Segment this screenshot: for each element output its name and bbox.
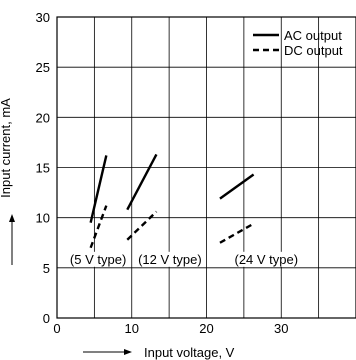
legend-label-ac-output: AC output (284, 28, 342, 43)
series-line-ac-2 (126, 153, 158, 211)
plot-frame (56, 16, 356, 319)
annotation-label: (5 V type) (70, 252, 126, 267)
x-tick-label-0: 0 (53, 321, 60, 336)
y-tick-label-30: 30 (36, 10, 50, 25)
tick-layer: 0 5 10 15 20 25 30 0 10 20 30 (36, 10, 289, 336)
x-tick-label-20: 20 (199, 321, 213, 336)
y-tick-label-0: 0 (43, 311, 50, 326)
series-line-ac-1 (89, 155, 108, 223)
series-line-ac-3 (219, 173, 255, 200)
series-line-dc-2 (126, 210, 158, 241)
y-tick-label-20: 20 (36, 110, 50, 125)
y-tick-label-15: 15 (36, 161, 50, 176)
y-axis-arrow-head (9, 214, 15, 222)
annotation-background (233, 251, 300, 267)
y-axis-title-group: Input current, mA (0, 98, 15, 265)
legend: AC output DC output (253, 28, 343, 58)
annotation-label: (24 V type) (235, 252, 299, 267)
y-axis-title: Input current, mA (0, 98, 13, 198)
y-tick-label-5: 5 (43, 261, 50, 276)
annotation-label: (12 V type) (138, 252, 202, 267)
series-layer (89, 153, 255, 249)
annotation-3: (24 V type) (233, 251, 300, 267)
y-tick-label-10: 10 (36, 211, 50, 226)
series-line-dc-3 (219, 222, 255, 244)
annotation-layer: (5 V type) (12 V type) (24 V type) (68, 251, 300, 267)
grid-layer (57, 17, 356, 318)
annotation-background (137, 251, 203, 267)
x-axis-title-group: Input voltage, V (83, 345, 235, 360)
x-axis-arrow-head (124, 349, 132, 355)
x-axis-title: Input voltage, V (144, 345, 235, 360)
legend-label-dc-output: DC output (284, 43, 343, 58)
annotation-2: (12 V type) (137, 251, 203, 267)
x-tick-label-10: 10 (125, 321, 139, 336)
series-line-dc-1 (89, 205, 108, 249)
x-tick-label-30: 30 (274, 321, 288, 336)
annotation-background (68, 251, 128, 267)
y-tick-label-25: 25 (36, 60, 50, 75)
annotation-1: (5 V type) (68, 251, 128, 267)
